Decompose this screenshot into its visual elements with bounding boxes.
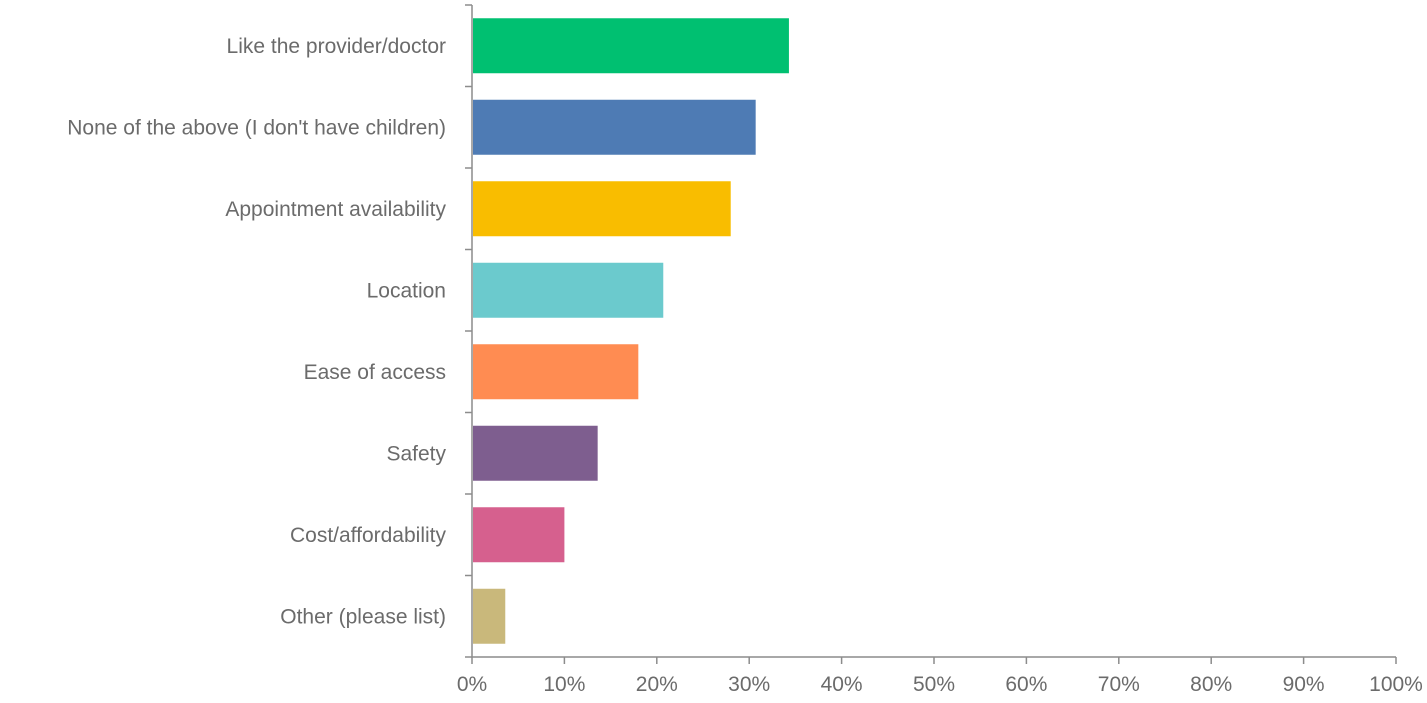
category-label: Other (please list) [280, 605, 446, 628]
x-tick-label: 0% [457, 673, 487, 696]
x-tick-label: 10% [543, 673, 585, 696]
bar [473, 344, 639, 400]
x-tick-label: 50% [913, 673, 955, 696]
bar [473, 99, 756, 155]
category-label: Location [367, 279, 446, 302]
x-tick-label: 30% [728, 673, 770, 696]
category-label: Appointment availability [225, 198, 446, 221]
x-tick-label: 60% [1005, 673, 1047, 696]
bar [473, 507, 565, 563]
bar [473, 181, 731, 237]
x-tick-label: 70% [1098, 673, 1140, 696]
x-tick-label: 40% [821, 673, 863, 696]
x-tick-label: 100% [1369, 673, 1423, 696]
x-tick-label: 80% [1190, 673, 1232, 696]
category-label: Ease of access [304, 361, 446, 384]
bar [473, 588, 506, 644]
bar [473, 425, 598, 481]
category-label: Cost/affordability [290, 524, 447, 547]
category-labels: Like the provider/doctor None of the abov… [67, 35, 446, 629]
bar [473, 18, 789, 74]
bars-layer [473, 18, 789, 644]
category-label: None of the above (I don't have children… [67, 116, 446, 139]
x-tick-label: 90% [1283, 673, 1325, 696]
x-tick-label: 20% [636, 673, 678, 696]
axes: 0% 10% 20% 30% 40% 50% 60% 70% 80% 90% 100% [457, 4, 1423, 696]
category-label: Safety [386, 442, 446, 465]
category-label: Like the provider/doctor [227, 35, 446, 58]
bar [473, 262, 664, 318]
